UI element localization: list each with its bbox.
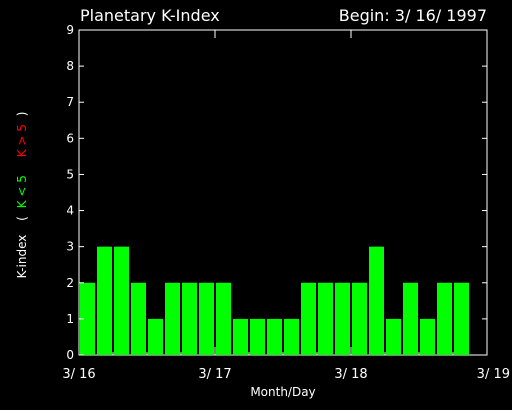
y-axis-label-paren-open: ( (15, 216, 29, 221)
x-axis-label: Month/Day (250, 385, 315, 399)
bar-22 (454, 282, 469, 355)
bar-1 (97, 246, 112, 355)
bar-20 (420, 318, 435, 355)
x-tick-label-3: 3/ 19 (477, 367, 510, 382)
bar-9 (233, 318, 248, 355)
bars-group (80, 246, 469, 355)
bar-3 (131, 282, 146, 355)
y-tick-label-3: 3 (66, 240, 74, 254)
y-tick-label-5: 5 (66, 167, 74, 181)
y-axis-label-green: K < 5 (15, 175, 29, 208)
chart-begin-date: Begin: 3/ 16/ 1997 (339, 6, 487, 25)
y-axis-label-prefix: K-index (15, 235, 29, 279)
bar-16 (352, 282, 367, 355)
bar-21 (437, 282, 452, 355)
bar-7 (199, 282, 214, 355)
bar-12 (284, 318, 299, 355)
y-tick-label-1: 1 (66, 312, 74, 326)
y-tick-label-9: 9 (66, 23, 74, 37)
bar-13 (301, 282, 316, 355)
x-tick-label-0: 3/ 16 (62, 367, 95, 382)
y-axis-label-red: K > 5 (15, 124, 29, 157)
bar-18 (386, 318, 401, 355)
y-tick-label-4: 4 (66, 204, 74, 218)
bar-4 (148, 318, 163, 355)
bar-6 (182, 282, 197, 355)
y-tick-label-0: 0 (66, 348, 74, 362)
bar-19 (403, 282, 418, 355)
y-axis-ticks: 0 1 2 3 4 5 6 7 8 9 (66, 23, 487, 362)
bar-10 (250, 318, 265, 355)
bar-2 (114, 246, 129, 355)
bar-17 (369, 246, 384, 355)
bar-14 (318, 282, 333, 355)
bar-8 (216, 282, 231, 355)
y-tick-label-6: 6 (66, 131, 74, 145)
y-tick-label-2: 2 (66, 276, 74, 290)
x-tick-label-2: 3/ 18 (334, 367, 367, 382)
y-axis-label-paren-close: ) (15, 112, 29, 117)
x-axis-ticks: 3/ 16 3/ 17 3/ 18 3/ 19 (62, 30, 510, 382)
y-tick-label-7: 7 (66, 95, 74, 109)
x-tick-label-1: 3/ 17 (198, 367, 231, 382)
bar-5 (165, 282, 180, 355)
y-tick-label-8: 8 (66, 59, 74, 73)
bar-15 (335, 282, 350, 355)
y-axis-label: K-index ( K < 5 K > 5 ) (15, 112, 29, 279)
bar-0 (80, 282, 95, 355)
chart-title: Planetary K-Index (80, 6, 220, 25)
bar-11 (267, 318, 282, 355)
